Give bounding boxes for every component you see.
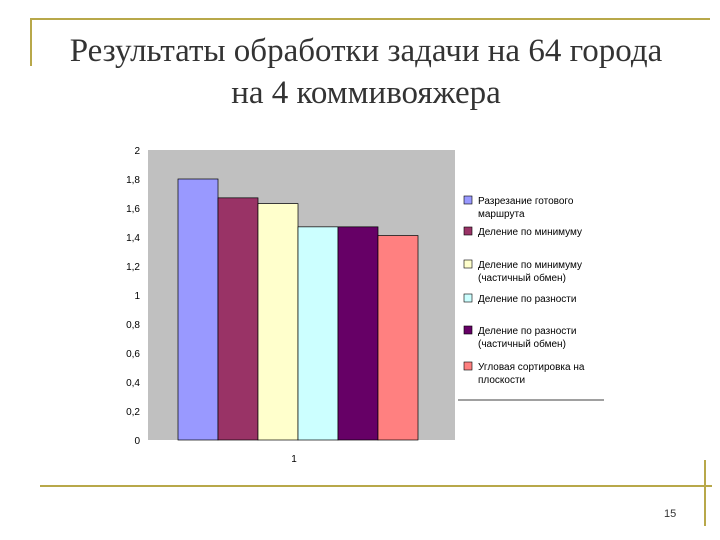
y-tick-label: 1 [134, 291, 140, 302]
bar [217, 197, 259, 441]
legend-swatch [463, 325, 473, 335]
slide-title-line-1: Результаты обработки задачи на 64 города [69, 33, 663, 69]
y-tick-label: 2 [134, 146, 140, 157]
y-tick-label: 1,2 [126, 262, 140, 273]
legend-label: маршрута [478, 209, 525, 220]
legend-label: Деление по минимуму [478, 260, 582, 271]
slide-title: Результаты обработки задачи на 64 города… [36, 30, 696, 114]
legend-box [458, 192, 604, 400]
legend-label: плоскости [478, 375, 525, 386]
y-tick-label: 0,4 [126, 378, 140, 389]
legend-swatch [463, 226, 473, 236]
bar [377, 235, 419, 441]
legend-label: (частичный обмен) [478, 272, 566, 284]
bar-chart: 0 0,2 0,4 0,6 0,8 1 1,2 1,4 1,6 1,8 2 1 Разрезание г… [126, 146, 604, 465]
bar [257, 203, 299, 441]
legend-label: Деление по разности [478, 326, 576, 337]
legend-swatch [463, 195, 473, 205]
y-tick-label: 0,2 [126, 407, 140, 418]
bar [177, 178, 219, 441]
frame-line-bottom [40, 485, 712, 487]
y-tick-label: 0,6 [126, 349, 140, 360]
bar [297, 226, 339, 441]
legend-label: Разрезание готового [478, 196, 574, 207]
frame-line-right [704, 460, 706, 526]
legend-swatch [463, 259, 473, 269]
y-tick-label: 1,8 [126, 175, 140, 186]
y-tick-label: 0 [134, 436, 140, 447]
legend-label: (частичный обмен) [478, 338, 566, 350]
y-tick-label: 1,4 [126, 233, 140, 244]
legend-label: Деление по разности [478, 294, 576, 305]
frame-line-left [30, 18, 32, 66]
legend-swatch [463, 293, 473, 303]
x-tick-label: 1 [291, 454, 297, 465]
legend-label: Деление по минимуму [478, 227, 582, 238]
legend-label: Угловая сортировка на [478, 362, 585, 373]
bar [337, 226, 379, 441]
legend-swatch [463, 361, 473, 371]
slide-number: 15 [664, 508, 677, 520]
slide-title-line-2: на 4 коммивояжера [231, 75, 501, 111]
y-tick-label: 1,6 [126, 204, 140, 215]
frame-line-top [30, 18, 710, 20]
y-tick-label: 0,8 [126, 320, 140, 331]
